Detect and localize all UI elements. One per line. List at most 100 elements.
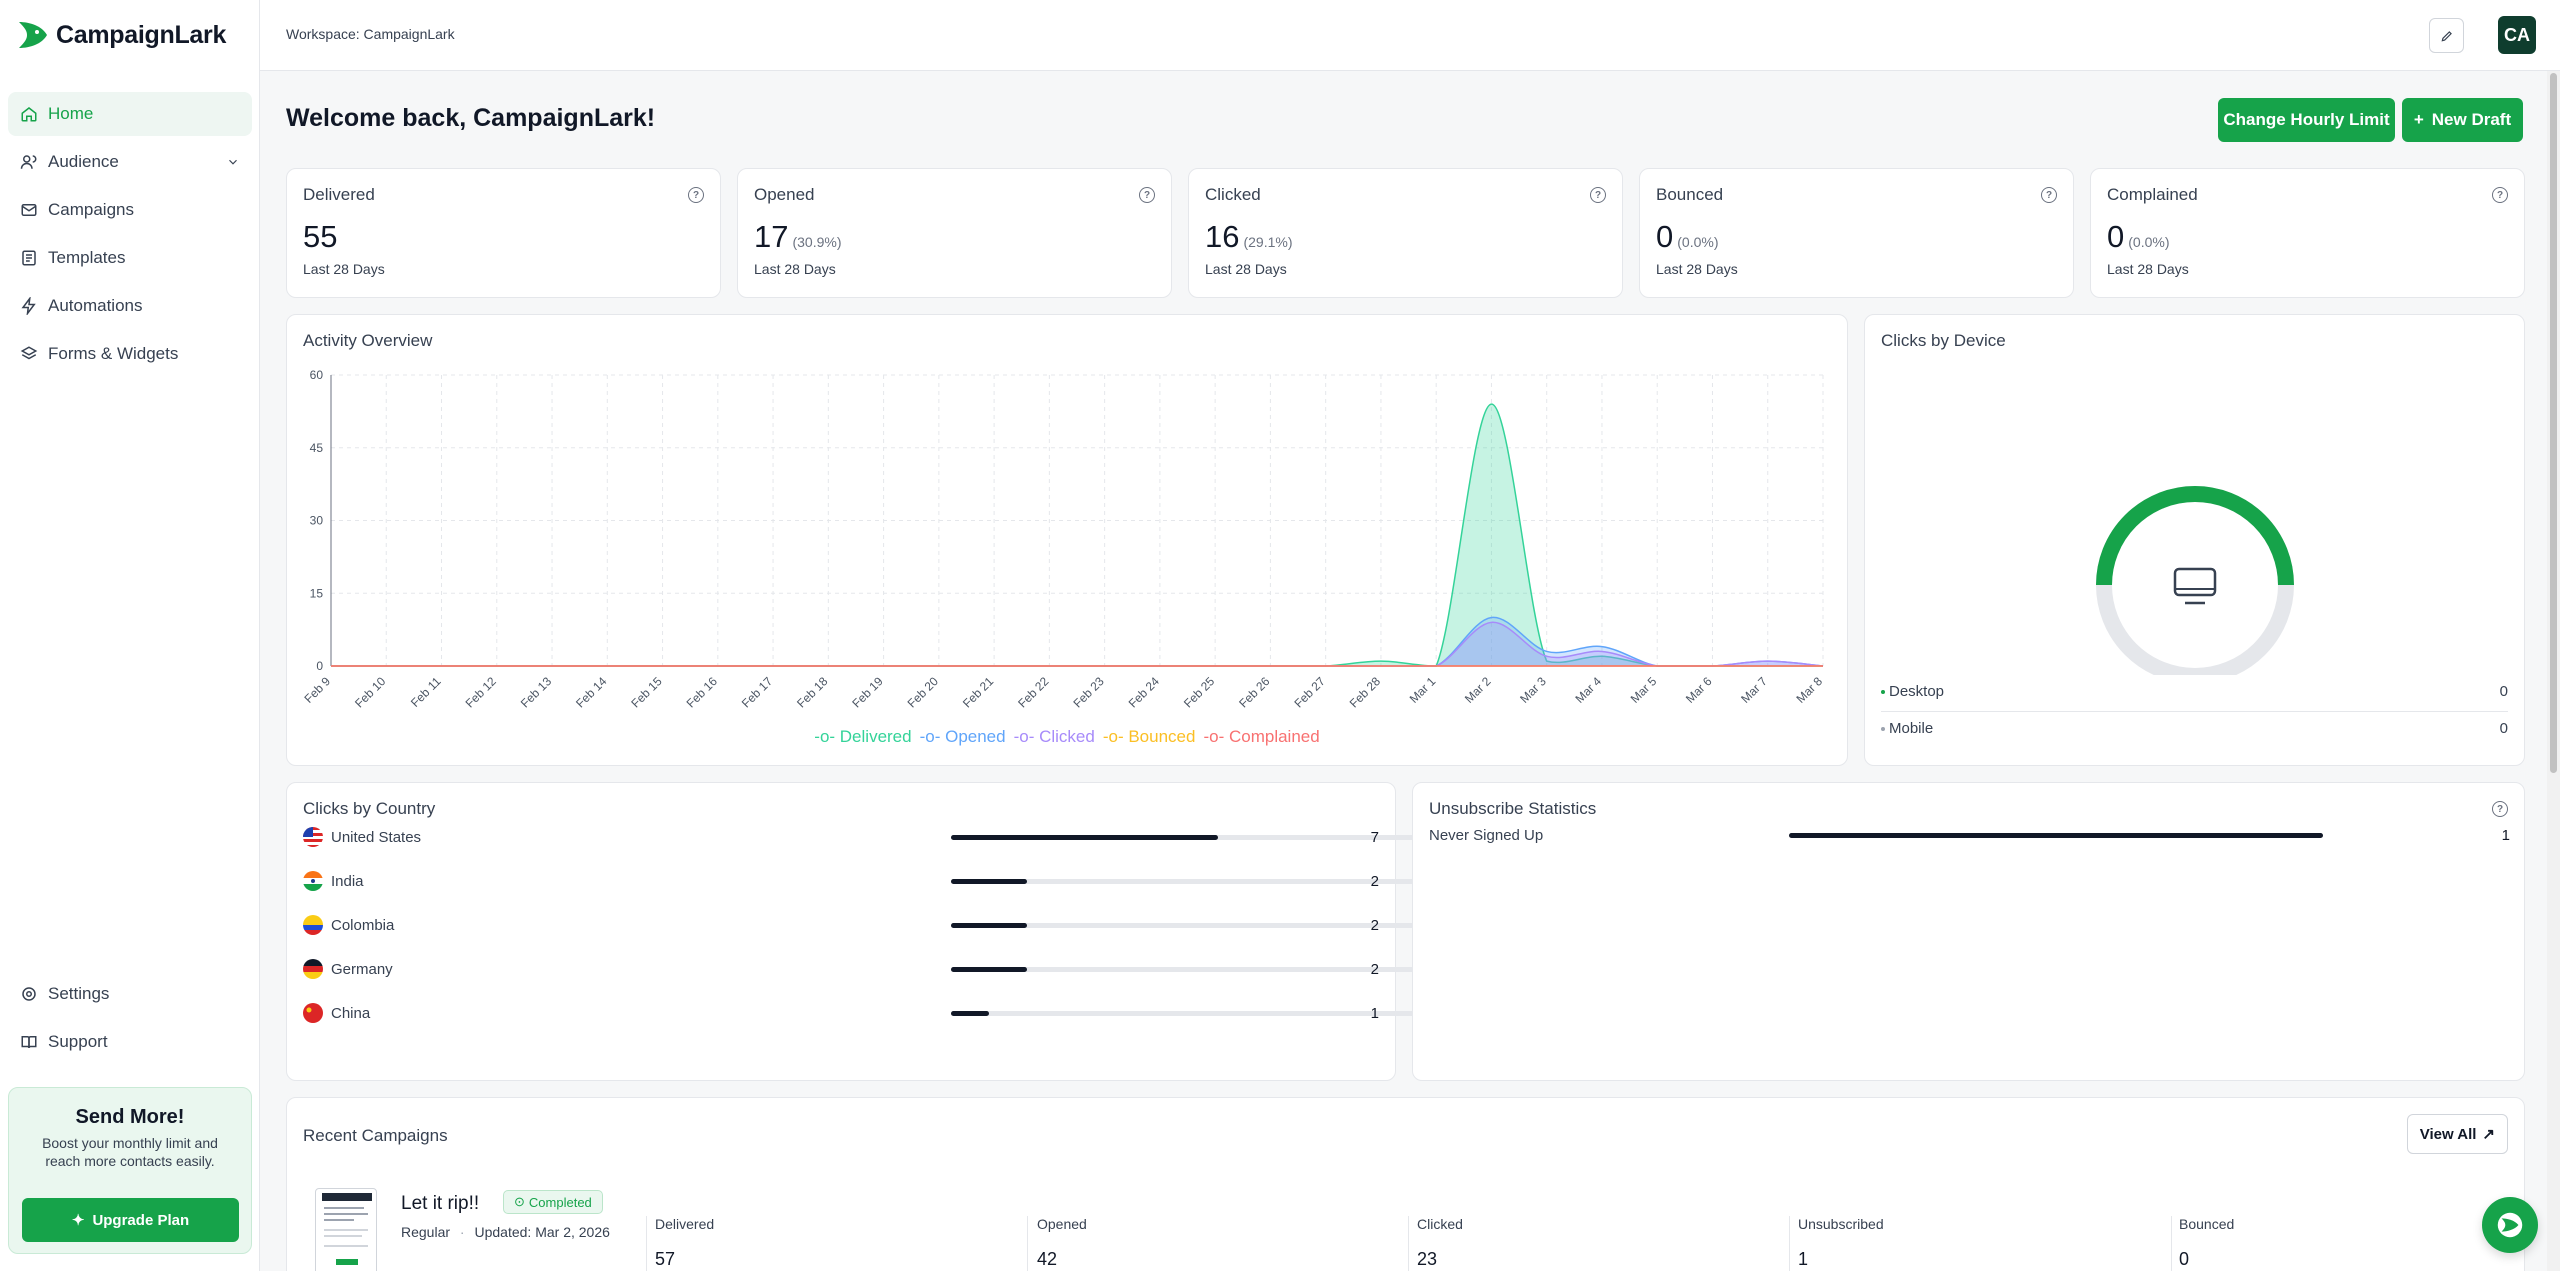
upgrade-plan-button[interactable]: ✦ Upgrade Plan xyxy=(22,1198,239,1242)
campaign-thumbnail[interactable] xyxy=(315,1188,377,1271)
help-icon[interactable]: ? xyxy=(2492,801,2508,817)
x-tick-label: Feb 20 xyxy=(905,674,942,711)
legend-item-clicked[interactable]: -o- Clicked xyxy=(1013,727,1095,746)
metric-label: Delivered xyxy=(655,1216,715,1232)
stat-value: 0 (0.0%) xyxy=(2107,219,2169,255)
sidebar-item-templates[interactable]: Templates xyxy=(8,236,252,280)
recent-campaigns-card: Recent Campaigns View All ↗ Let it rip!!… xyxy=(286,1097,2525,1271)
y-tick-label: 15 xyxy=(310,586,324,600)
x-tick-label: Feb 21 xyxy=(960,674,997,711)
x-tick-label: Feb 23 xyxy=(1070,674,1107,711)
view-all-button[interactable]: View All ↗ xyxy=(2406,1114,2508,1154)
stat-percent: (30.9%) xyxy=(792,234,842,250)
sidebar-item-home[interactable]: Home xyxy=(8,92,252,136)
country-bar-fill xyxy=(951,966,1028,972)
device-label: Mobile xyxy=(1889,720,1934,737)
stat-period: Last 28 Days xyxy=(1656,261,1738,277)
unsubscribe-row: Never Signed Up 1 xyxy=(1429,823,2510,847)
pen-icon xyxy=(2441,30,2452,41)
sidebar-item-campaigns[interactable]: Campaigns xyxy=(8,188,252,232)
stat-number: 55 xyxy=(303,219,338,254)
legend-item-complained[interactable]: -o- Complained xyxy=(1203,727,1320,746)
help-icon[interactable]: ? xyxy=(2492,187,2508,203)
change-hourly-limit-label: Change Hourly Limit xyxy=(2223,110,2390,129)
upgrade-plan-label: Upgrade Plan xyxy=(92,1211,190,1229)
logo[interactable]: CampaignLark xyxy=(16,18,226,52)
country-bar xyxy=(951,966,1485,972)
metric-value: 0 xyxy=(2179,1249,2190,1269)
help-icon[interactable]: ? xyxy=(1139,187,1155,203)
recent-title: Recent Campaigns xyxy=(303,1126,448,1145)
sidebar-item-forms-widgets[interactable]: Forms & Widgets xyxy=(8,332,252,376)
device-row-desktop: Desktop 0 xyxy=(1881,683,2508,700)
sidebar-item-label: Settings xyxy=(48,984,110,1003)
stat-label: Bounced xyxy=(1656,185,1724,204)
x-tick-label: Feb 10 xyxy=(352,674,389,711)
stat-number: 0 xyxy=(2107,219,2125,254)
workspace-label[interactable]: Workspace: CampaignLark xyxy=(286,26,455,42)
app-name: CampaignLark xyxy=(56,20,227,49)
colombia-flag-icon xyxy=(303,915,323,935)
new-draft-button[interactable]: + New Draft xyxy=(2402,98,2523,142)
metric-label: Unsubscribed xyxy=(1798,1216,1884,1232)
legend-item-bounced[interactable]: -o- Bounced xyxy=(1102,727,1196,746)
divider xyxy=(1789,1216,1790,1271)
legend-item-delivered[interactable]: -o- Delivered xyxy=(814,727,912,746)
divider xyxy=(1027,1216,1028,1271)
lark-logo-icon xyxy=(19,22,47,48)
change-hourly-limit-button[interactable]: Change Hourly Limit xyxy=(2218,98,2395,142)
zap-icon xyxy=(20,297,38,315)
sidebar-item-label: Automations xyxy=(48,296,143,315)
donut-desktop-segment[interactable] xyxy=(2096,486,2294,586)
sidebar-item-label: Support xyxy=(48,1032,108,1051)
help-icon[interactable]: ? xyxy=(1590,187,1606,203)
page-scrollbar[interactable] xyxy=(2547,71,2560,1271)
x-tick-label: Feb 19 xyxy=(849,674,886,711)
stat-period: Last 28 Days xyxy=(754,261,836,277)
sidebar-item-settings[interactable]: Settings xyxy=(8,972,252,1016)
sidebar-item-label: Audience xyxy=(48,152,119,171)
campaign-name[interactable]: Let it rip!! xyxy=(401,1193,480,1214)
metric-bounced: Bounced 0 xyxy=(2179,1216,2234,1270)
country-value: 2 xyxy=(1370,916,1379,934)
metric-label: Bounced xyxy=(2179,1216,2235,1232)
sidebar-item-automations[interactable]: Automations xyxy=(8,284,252,328)
country-row: United States 7 xyxy=(303,825,1485,849)
country-bar xyxy=(951,922,1485,928)
main-nav: Home Audience Campaigns Templates Automa… xyxy=(8,92,252,380)
stat-label: Clicked xyxy=(1205,185,1261,204)
metric-label: Opened xyxy=(1037,1216,1087,1232)
tools-button[interactable] xyxy=(2429,18,2464,53)
scrollbar-thumb[interactable] xyxy=(2550,73,2557,773)
y-tick-label: 60 xyxy=(310,368,324,382)
sidebar-item-label: Templates xyxy=(48,248,126,267)
activity-chart: 0 15 30 45 60 Feb 9 Feb 10 Feb 11 Feb 12 Feb 13 Fe… xyxy=(302,368,1826,711)
device-value: 0 xyxy=(2499,720,2508,737)
sidebar-item-audience[interactable]: Audience xyxy=(8,140,252,184)
legend-item-opened[interactable]: -o- Opened xyxy=(919,727,1006,746)
avatar[interactable]: CA xyxy=(2498,16,2536,54)
clicked-area xyxy=(331,622,1823,666)
metric-value: 42 xyxy=(1037,1249,1058,1269)
unsubscribe-title: Unsubscribe Statistics xyxy=(1429,799,1597,818)
country-bar-fill xyxy=(951,878,1028,884)
country-name: Colombia xyxy=(331,916,395,934)
x-tick-label: Feb 18 xyxy=(794,674,831,711)
chat-assistant-button[interactable] xyxy=(2482,1197,2538,1253)
stat-number: 16 xyxy=(1205,219,1240,254)
stat-card-complained: Complained ? 0 (0.0%) Last 28 Days xyxy=(2090,168,2525,298)
upgrade-promo: Send More! Boost your monthly limit and … xyxy=(8,1087,252,1254)
promo-title: Send More! xyxy=(75,1106,185,1128)
new-draft-label: New Draft xyxy=(2431,110,2512,129)
x-tick-label: Mar 3 xyxy=(1517,674,1549,706)
help-icon[interactable]: ? xyxy=(2041,187,2057,203)
home-icon xyxy=(20,105,38,123)
page-title: Welcome back, CampaignLark! xyxy=(286,104,656,132)
unsubscribe-bar xyxy=(1789,832,2323,838)
country-row: Colombia 2 xyxy=(303,913,1485,937)
promo-text: Boost your monthly limit and reach more … xyxy=(42,1135,218,1169)
sidebar-item-support[interactable]: Support xyxy=(8,1020,252,1064)
y-tick-label: 30 xyxy=(310,514,324,528)
book-icon xyxy=(20,1033,38,1051)
help-icon[interactable]: ? xyxy=(688,187,704,203)
